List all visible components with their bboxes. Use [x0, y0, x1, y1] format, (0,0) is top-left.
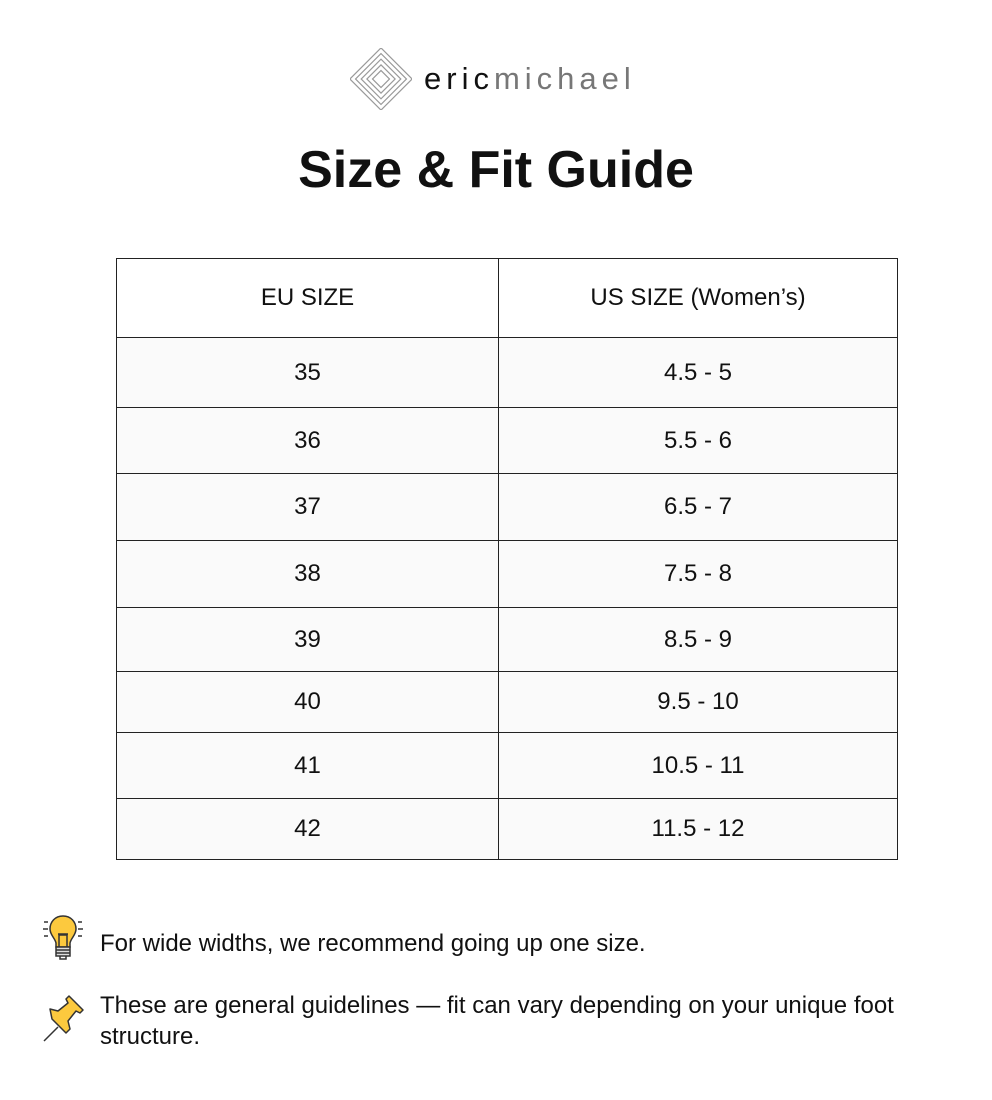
eu-size-cell: 40 — [116, 671, 499, 733]
table-row: 36 5.5 - 6 — [116, 407, 898, 474]
eu-size-cell: 37 — [116, 473, 499, 541]
us-size-cell: 11.5 - 12 — [498, 798, 898, 860]
us-size-cell: 10.5 - 11 — [498, 732, 898, 799]
size-table: EU SIZE US SIZE (Women’s) 35 4.5 - 5 36 5.5… — [116, 258, 898, 860]
table-row: 37 6.5 - 7 — [116, 473, 898, 541]
eu-size-cell: 41 — [116, 732, 499, 799]
us-size-cell: 8.5 - 9 — [498, 607, 898, 672]
lightbulb-icon — [43, 915, 83, 960]
us-size-cell: 7.5 - 8 — [498, 540, 898, 608]
header-us-size: US SIZE (Women’s) — [498, 258, 898, 338]
eu-size-cell: 42 — [116, 798, 499, 860]
logo-text-bold: eric — [424, 61, 494, 96]
note-guidelines: These are general guidelines — fit can v… — [100, 992, 894, 1050]
us-size-cell: 4.5 - 5 — [498, 337, 898, 408]
eu-size-cell: 38 — [116, 540, 499, 608]
logo-diamond-icon — [350, 48, 412, 110]
logo-text-light: michael — [493, 61, 636, 96]
note-wide-widths: For wide widths, we recommend going up o… — [100, 930, 646, 957]
us-size-cell: 9.5 - 10 — [498, 671, 898, 733]
table-row: 38 7.5 - 8 — [116, 540, 898, 608]
eu-size-cell: 36 — [116, 407, 499, 474]
header-eu-size: EU SIZE — [116, 258, 499, 338]
us-size-cell: 6.5 - 7 — [498, 473, 898, 541]
pushpin-icon — [43, 995, 84, 1042]
table-row: 35 4.5 - 5 — [116, 337, 898, 408]
table-header-row: EU SIZE US SIZE (Women’s) — [116, 258, 898, 338]
page-title: Size & Fit Guide — [298, 141, 694, 199]
table-row: 39 8.5 - 9 — [116, 607, 898, 672]
eu-size-cell: 39 — [116, 607, 499, 672]
us-size-cell: 5.5 - 6 — [498, 407, 898, 474]
table-row: 42 11.5 - 12 — [116, 798, 898, 860]
table-row: 41 10.5 - 11 — [116, 732, 898, 799]
eu-size-cell: 35 — [116, 337, 499, 408]
table-row: 40 9.5 - 10 — [116, 671, 898, 733]
brand-logo: ericmichael — [350, 48, 636, 110]
